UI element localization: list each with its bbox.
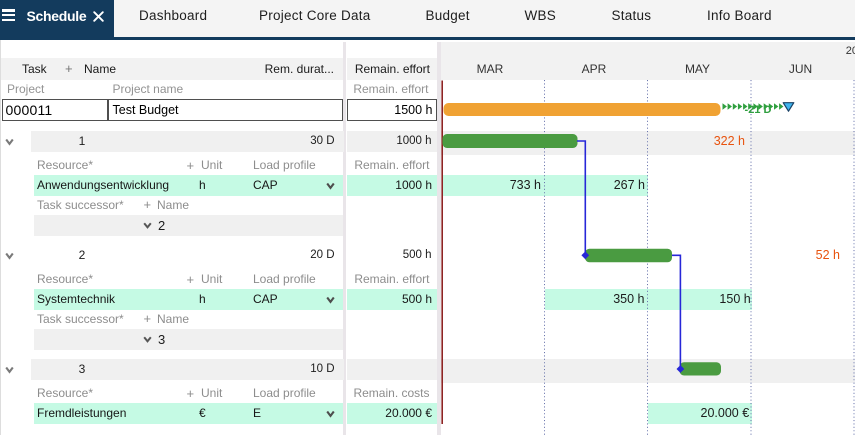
svg-text:-21 D: -21 D bbox=[745, 104, 772, 116]
